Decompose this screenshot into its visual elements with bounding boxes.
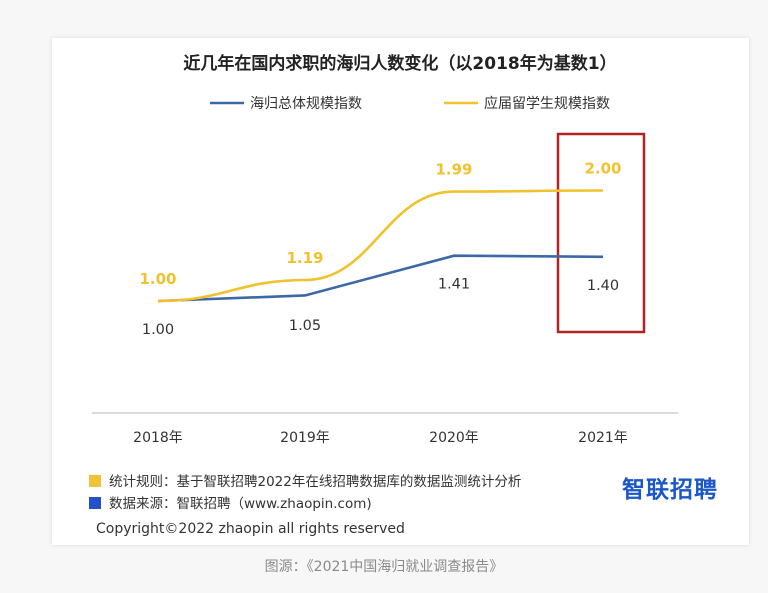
highlight-rect xyxy=(556,132,646,334)
image-caption: 图源：《2021中国海归就业调查报告》 xyxy=(264,559,504,575)
zhaopin-logo: 智联招聘 xyxy=(622,477,718,503)
data-label-s0-1: 1.05 xyxy=(289,318,321,334)
data-label-s0-2: 1.41 xyxy=(438,277,470,293)
chart-canvas: 近几年在国内求职的海归人数变化（以2018年为基数1） 海归总体规模指数 应届留学… xyxy=(92,53,678,446)
note-text-rule: 统计规则：基于智联招聘2022年在线招聘数据库的数据监测统计分析 xyxy=(109,474,522,490)
note-marker-rule xyxy=(89,475,101,487)
data-label-s0-3: 1.40 xyxy=(587,278,619,294)
chart-title: 近几年在国内求职的海归人数变化（以2018年为基数1） xyxy=(183,53,616,74)
note-marker-source xyxy=(89,497,101,509)
series-lines xyxy=(157,189,604,303)
legend-label-1: 应届留学生规模指数 xyxy=(484,95,610,112)
data-label-s0-0: 1.00 xyxy=(142,322,174,338)
data-label-s1-1: 1.19 xyxy=(286,249,323,267)
legend: 海归总体规模指数 应届留学生规模指数 xyxy=(210,95,610,112)
x-axis-ticks: 2018年 2019年 2020年 2021年 xyxy=(133,430,628,446)
data-label-s1-0: 1.00 xyxy=(139,270,176,288)
legend-label-0: 海归总体规模指数 xyxy=(250,95,362,112)
x-tick-label-0: 2018年 xyxy=(133,430,183,446)
data-label-s1-3: 2.00 xyxy=(584,160,621,178)
chart-card: 近几年在国内求职的海归人数变化（以2018年为基数1） 海归总体规模指数 应届留学… xyxy=(52,38,749,545)
note-text-source: 数据来源：智联招聘（www.zhaopin.com) xyxy=(109,496,372,512)
x-tick-label-2: 2020年 xyxy=(429,430,479,446)
x-tick-label-3: 2021年 xyxy=(578,430,628,446)
copyright-text: Copyright©2022 zhaopin all rights reserv… xyxy=(96,521,405,537)
series-line-1 xyxy=(157,189,604,303)
series-line-0 xyxy=(157,254,604,303)
x-tick-label-1: 2019年 xyxy=(280,430,330,446)
data-labels: 1.00 1.05 1.41 1.40 1.00 1.19 1.99 2.00 xyxy=(139,160,621,339)
data-label-s1-2: 1.99 xyxy=(435,161,472,179)
note-row-rule: 统计规则：基于智联招聘2022年在线招聘数据库的数据监测统计分析 xyxy=(89,470,521,490)
highlight-box xyxy=(556,132,646,334)
note-row-source: 数据来源：智联招聘（www.zhaopin.com) xyxy=(89,492,372,512)
